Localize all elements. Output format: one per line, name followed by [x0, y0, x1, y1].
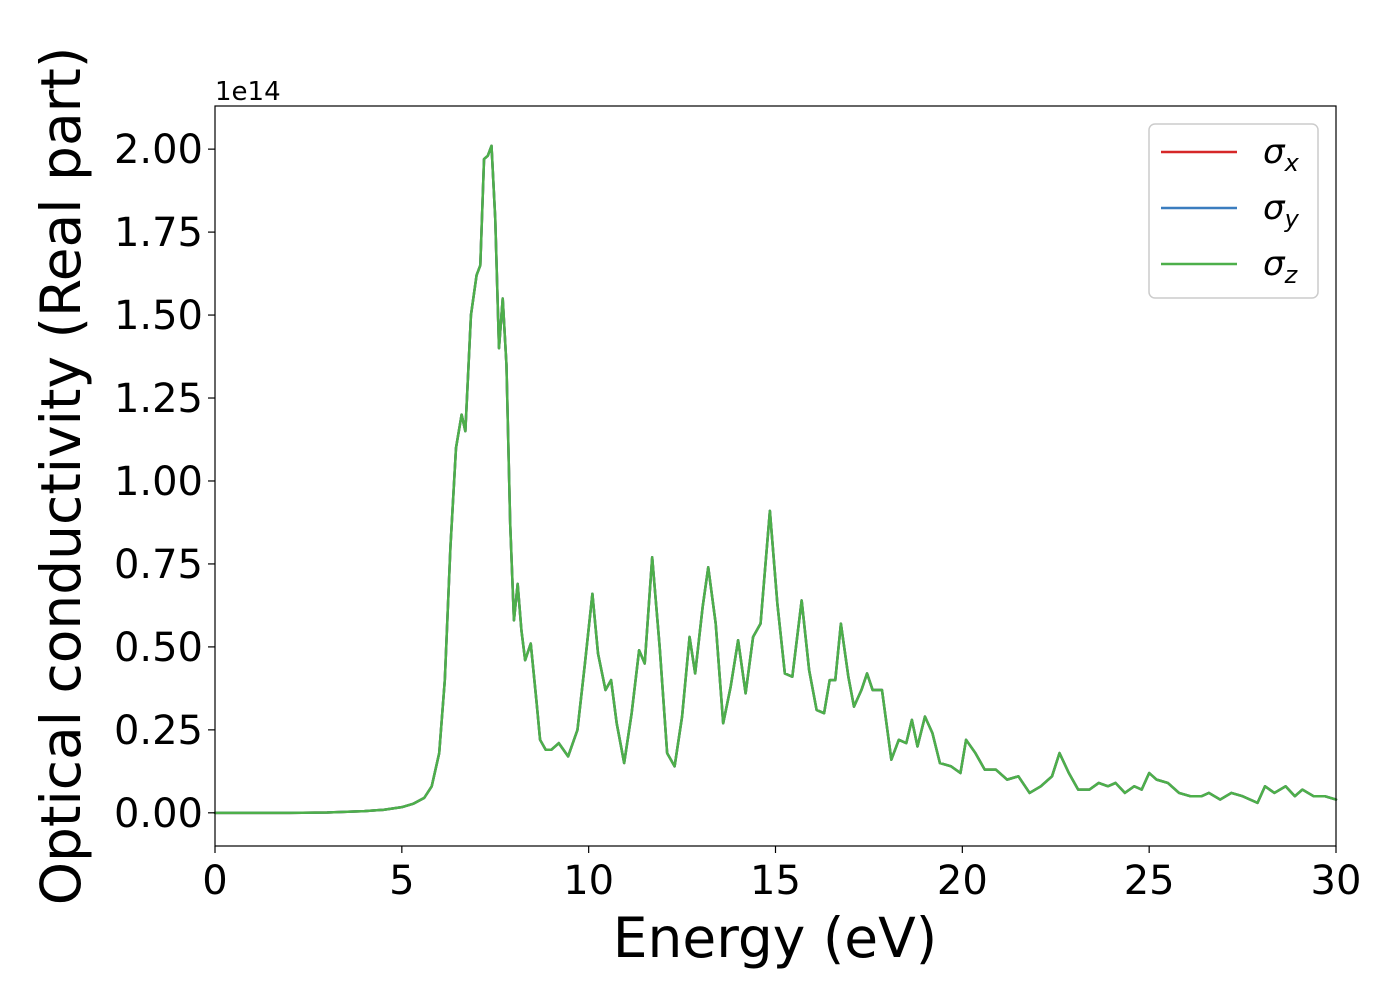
y-offset-label: 1e14: [215, 77, 281, 107]
legend-label-x: σx: [1263, 132, 1300, 177]
legend-box: [1148, 123, 1319, 299]
y-tick-label: 0.50: [114, 625, 203, 671]
x-tick-label: 0: [202, 858, 227, 904]
x-axis: 0 5 10 15 20 25 30: [202, 846, 1361, 904]
x-tick-label: 30: [1311, 858, 1362, 904]
legend-label-z: σz: [1263, 244, 1299, 289]
y-tick-label: 0.25: [114, 708, 203, 754]
x-tick-label: 5: [389, 858, 414, 904]
x-tick-label: 20: [937, 858, 988, 904]
series-line-z: [213, 144, 1338, 815]
y-tick-label: 0.00: [114, 791, 203, 837]
x-tick-label: 15: [750, 858, 801, 904]
y-tick-label: 1.50: [114, 293, 203, 339]
series-layer: [213, 144, 1338, 815]
y-tick-label: 1.25: [114, 376, 203, 422]
y-axis-title: Optical conductivity (Real part): [29, 47, 93, 906]
y-tick-label: 1.00: [114, 459, 203, 505]
x-tick-label: 25: [1124, 858, 1175, 904]
x-tick-label: 10: [563, 858, 614, 904]
y-tick-label: 1.75: [114, 210, 203, 256]
x-axis-title: Energy (eV): [613, 906, 937, 970]
legend: σx σy σz: [1148, 123, 1319, 299]
y-tick-label: 0.75: [114, 542, 203, 588]
legend-label-y: σy: [1263, 188, 1300, 233]
y-tick-label: 2.00: [114, 127, 203, 173]
y-axis: 0.00 0.25 0.50 0.75 1.00 1.25 1.50 1.75 2.00: [114, 127, 215, 837]
